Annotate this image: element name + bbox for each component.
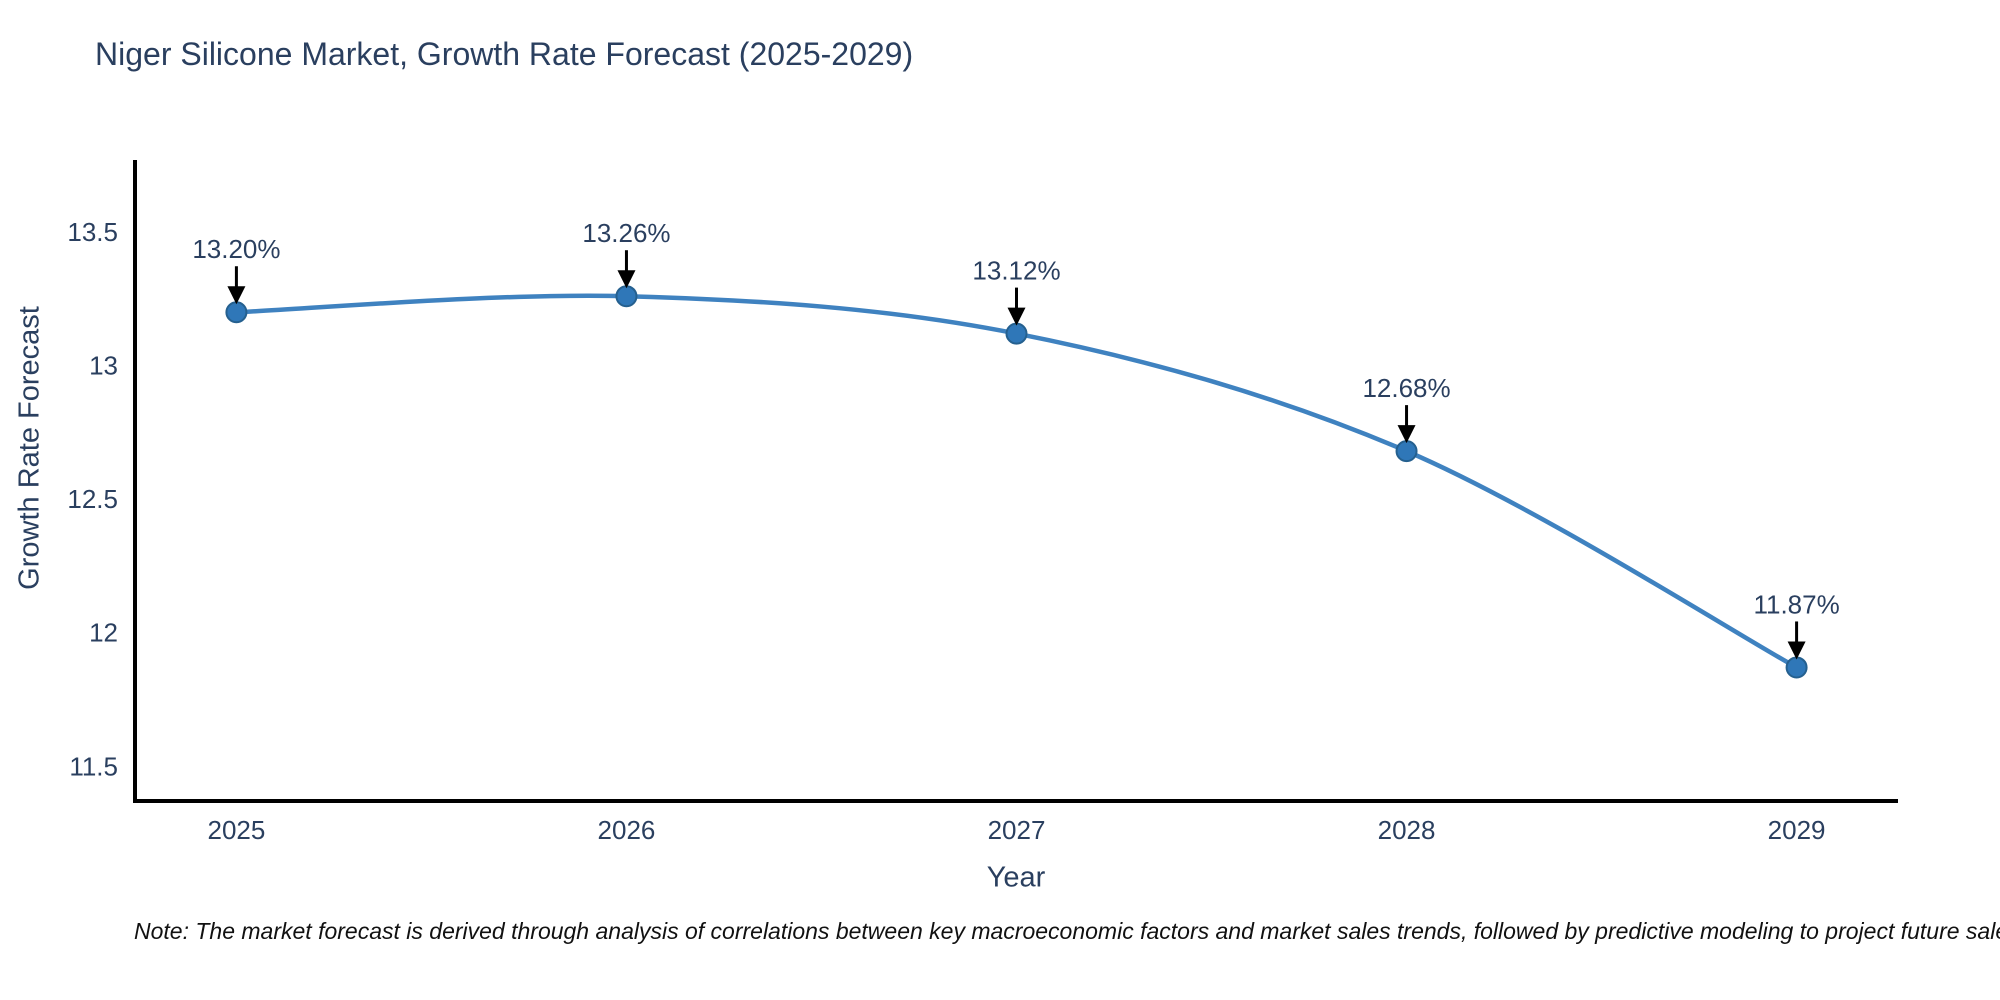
y-tick-label: 12 bbox=[89, 618, 118, 648]
annotation-label: 13.26% bbox=[582, 218, 670, 248]
data-point-2026 bbox=[615, 285, 638, 308]
annotation-arrow-head bbox=[1007, 307, 1026, 326]
data-point-2029 bbox=[1785, 656, 1808, 679]
x-tick-label: 2027 bbox=[988, 815, 1046, 845]
x-tick-label: 2026 bbox=[598, 815, 656, 845]
annotation-arrow-head bbox=[1397, 425, 1416, 444]
data-point-2028 bbox=[1395, 440, 1418, 463]
annotation-arrow-head bbox=[617, 270, 636, 289]
annotation-label: 13.20% bbox=[192, 234, 280, 264]
annotation-label: 11.87% bbox=[1753, 589, 1839, 619]
x-tick-label: 2028 bbox=[1378, 815, 1436, 845]
x-tick-label: 2025 bbox=[207, 815, 265, 845]
annotation-label: 12.68% bbox=[1362, 373, 1450, 403]
x-axis-title: Year bbox=[986, 861, 1046, 894]
x-tick-label: 2029 bbox=[1768, 815, 1826, 845]
y-tick-label: 13.5 bbox=[67, 217, 118, 247]
annotation-label: 13.12% bbox=[972, 256, 1060, 286]
forecast-line bbox=[234, 293, 1799, 670]
footnote: Note: The market forecast is derived thr… bbox=[134, 918, 2000, 944]
annotation-arrow-head bbox=[1787, 641, 1806, 660]
annotation-arrow-head bbox=[227, 286, 246, 305]
data-point-2025 bbox=[225, 301, 248, 324]
chart-title: Niger Silicone Market, Growth Rate Forec… bbox=[95, 36, 914, 72]
y-tick-label: 13 bbox=[89, 351, 118, 381]
y-tick-label: 11.5 bbox=[69, 751, 118, 781]
data-point-2027 bbox=[1005, 322, 1028, 345]
y-tick-label: 12.5 bbox=[67, 484, 118, 514]
